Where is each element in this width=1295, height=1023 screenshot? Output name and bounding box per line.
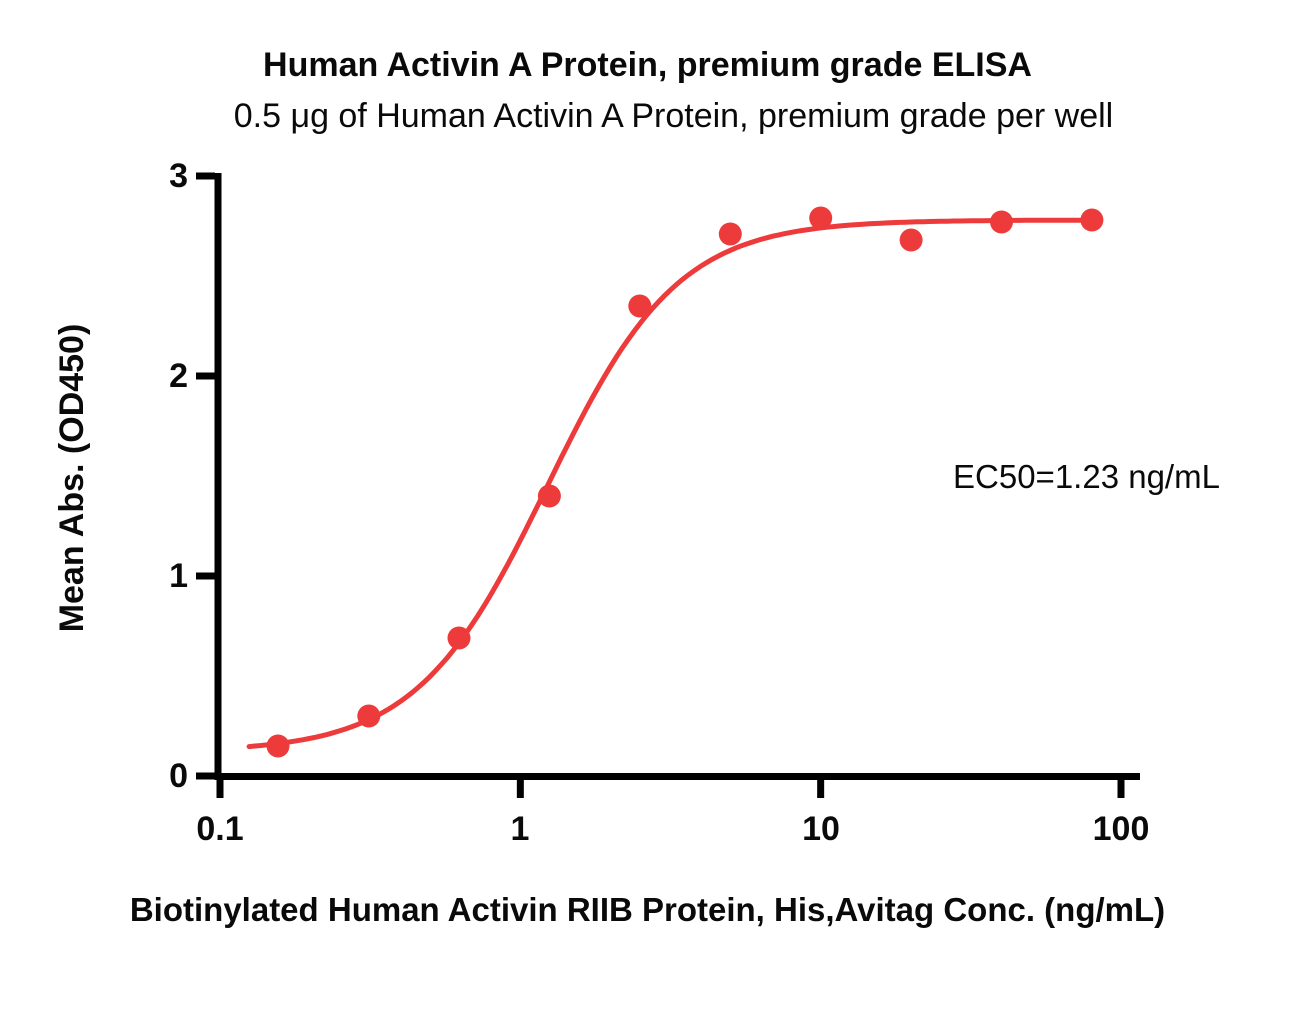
data-point	[899, 228, 923, 252]
x-tick-label-3: 100	[1092, 810, 1150, 848]
x-tick-label-2: 10	[802, 810, 840, 848]
data-point	[1080, 208, 1104, 232]
data-point	[447, 626, 471, 650]
data-point	[718, 222, 742, 246]
data-point	[990, 210, 1013, 234]
data-point	[628, 294, 652, 318]
fit-curve	[246, 217, 1095, 750]
chart-subtitle: 0.5 μg of Human Activin A Protein, premi…	[233, 97, 1114, 135]
x-axis-label: Biotinylated Human Activin RIIB Protein,…	[129, 891, 1166, 928]
y-tick-label-2: 2	[169, 357, 188, 395]
ec50-annotation: EC50=1.23 ng/mL	[953, 458, 1220, 495]
y-tick-label-3: 3	[169, 157, 188, 195]
x-tick-label-1: 1	[510, 810, 530, 848]
x-tick-label-0: 0.1	[196, 810, 244, 848]
y-tick-label-1: 1	[169, 557, 188, 595]
y-tick-label-0: 0	[169, 757, 188, 795]
data-point	[537, 484, 561, 508]
data-point	[266, 734, 290, 758]
chart-title: Human Activin A Protein, premium grade E…	[263, 46, 1032, 84]
data-point	[809, 206, 833, 230]
data-point	[357, 704, 381, 728]
